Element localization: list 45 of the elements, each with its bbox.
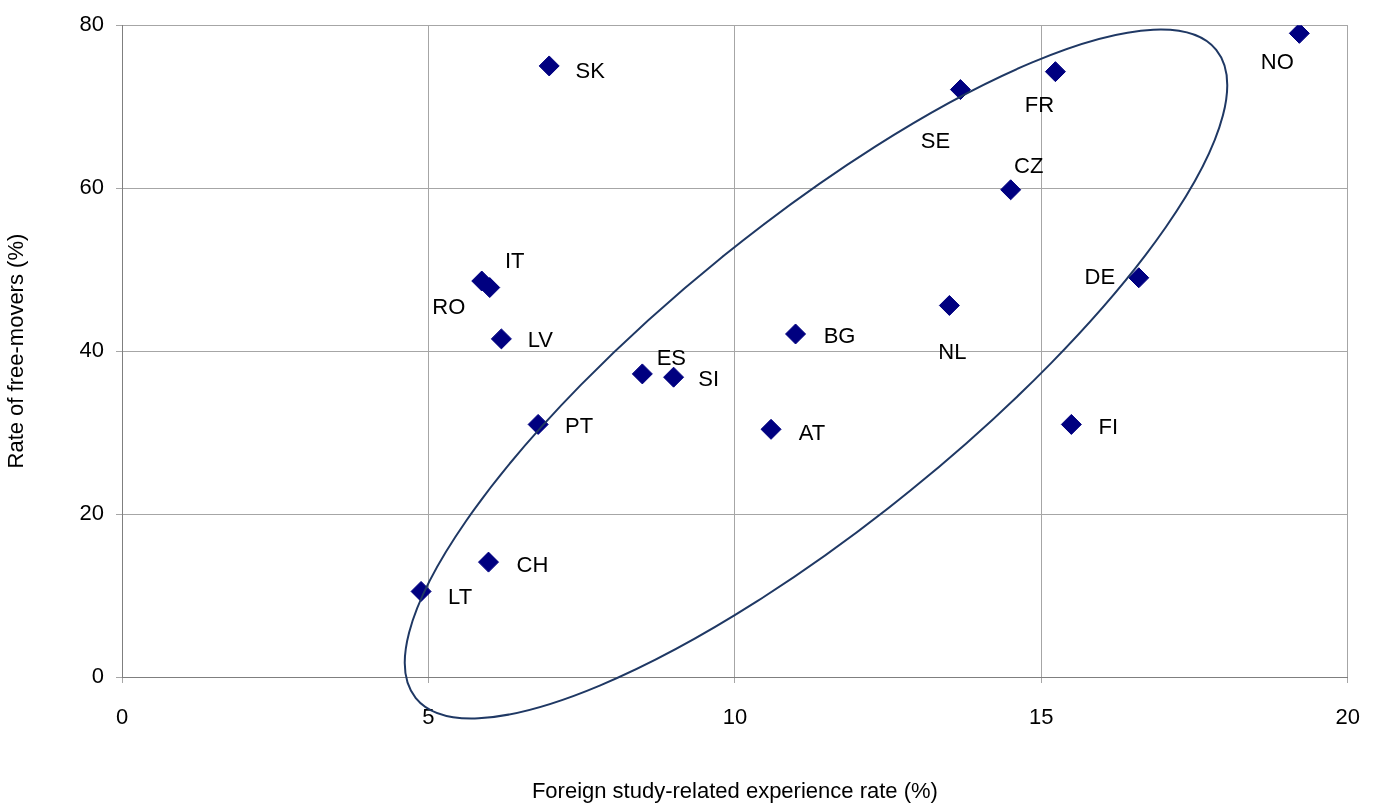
annotation: NO [1260, 49, 1294, 75]
annotation: FR [1024, 91, 1055, 117]
point [760, 418, 782, 440]
y-tick-label: 20 [79, 500, 104, 526]
point [538, 55, 560, 77]
x-tick-label: 15 [1029, 704, 1054, 730]
annotation: LT [448, 583, 473, 609]
x-tick-label: 10 [722, 704, 748, 730]
y-tick-label: 40 [79, 337, 104, 363]
x-tick-label: 20 [1335, 704, 1361, 730]
point [1000, 179, 1022, 201]
annotation: SK [575, 58, 606, 83]
annotation: SE [920, 127, 951, 153]
y-axis-title: Rate of free-movers (%) [3, 233, 29, 469]
annotation: BG [823, 323, 856, 349]
annotation: ES [656, 344, 687, 370]
point [949, 79, 971, 101]
annotation: AT [798, 420, 826, 446]
x-tick-label: 0 [115, 704, 129, 730]
y-tick-label: 80 [79, 11, 104, 37]
x-axis-title: Foreign study-related experience rate (%) [531, 777, 938, 803]
point [785, 323, 807, 345]
annotation: SI [698, 366, 719, 392]
annotation: CH [516, 552, 549, 578]
y-tick-label: 60 [79, 174, 104, 200]
point [631, 363, 653, 385]
annotation: LV [527, 326, 554, 352]
annotation: IT [504, 247, 525, 273]
annotation: PT [565, 413, 594, 439]
point [490, 328, 512, 350]
annotation: RO [432, 294, 466, 320]
annotation: CZ [1014, 152, 1044, 178]
point [479, 277, 501, 299]
point [1128, 267, 1150, 289]
y-tick-label: 0 [91, 663, 104, 689]
annotation: DE [1084, 263, 1116, 289]
point [938, 294, 960, 316]
annotation: FI [1098, 414, 1119, 440]
annotation: NL [938, 338, 967, 364]
point [1288, 25, 1310, 44]
point [663, 366, 685, 388]
point [478, 551, 499, 573]
point [1060, 413, 1082, 435]
x-tick-label: 5 [422, 704, 435, 730]
point [1044, 61, 1066, 83]
